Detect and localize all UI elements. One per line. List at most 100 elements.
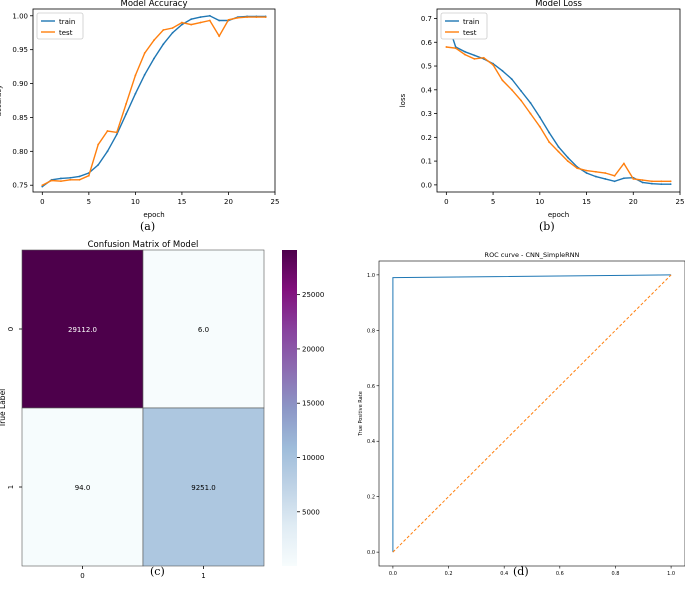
accuracy-chart: Model Accuracy 0 5 10 15 20 25 0.75 0.80 0.85 0.90… [0,0,279,219]
legend-label-test: test [59,29,73,37]
data-point-test [246,16,248,19]
data-point-test [464,53,466,56]
y-tick-label: 0.6 [367,384,375,390]
data-point-test [520,99,523,102]
caption-a: (a) [140,220,156,233]
data-point-test [153,39,155,42]
x-tick-label: 0 [40,198,44,206]
data-point-test [69,178,72,181]
heatmap-cell [21,407,144,567]
data-point-train [208,14,211,17]
data-point-test [199,21,202,24]
data-point-test [162,29,165,31]
data-point-test [208,19,211,22]
data-point-train [594,175,597,178]
y-tick-label: 0.75 [12,182,28,190]
data-point-test [87,174,90,177]
data-point-train [60,177,62,180]
data-point-train [218,19,221,22]
data-point-train [143,73,146,76]
data-point-test [218,35,221,38]
data-point-test [632,178,635,180]
y-tick-label: 0.5 [421,63,432,71]
data-point-test [492,63,494,66]
data-point-test [548,141,551,143]
data-point-train [199,16,202,19]
data-point-train [520,90,523,92]
colorbar-tick-label: 25000 [302,291,324,299]
data-point-test [557,150,560,153]
colorbar-tick-label: 15000 [302,400,324,408]
data-point-test [60,180,62,183]
data-point-train [660,183,663,186]
heatmap-cell [21,249,144,409]
data-point-test [181,21,183,24]
y-tick-label: 0 [7,327,15,331]
y-tick-label: 1.0 [367,273,375,279]
y-tick-label: 0.3 [421,110,432,118]
heatmap-cell [142,407,265,567]
cell-value: 6.0 [198,326,209,334]
data-point-test [264,16,267,19]
x-tick-label: 0.8 [611,571,619,577]
x-tick-label: 10 [131,198,140,206]
caption-c: (c) [150,565,165,578]
data-point-train [538,116,541,119]
data-point-train [153,57,155,60]
x-tick-label: 0.2 [445,571,453,577]
data-point-train [604,178,607,180]
y-tick-label: 0.8 [367,328,375,334]
data-point-test [255,16,258,19]
x-tick-label: 20 [224,198,233,206]
colorbar [282,250,297,566]
data-point-test [594,170,597,173]
colorbar-tick-label: 5000 [302,508,320,516]
y-tick-label: 0.2 [421,134,432,142]
data-point-train [41,185,44,188]
data-point-train [134,92,137,95]
caption-b: (b) [539,220,555,233]
x-axis-label: epoch [143,211,164,219]
data-point-test [651,180,653,183]
data-point-test [613,174,616,177]
loss-chart: Model Loss 0 5 10 15 20 25 0.0 0.1 0.2 0.3 0.4 0.5 0.… [399,0,684,219]
legend-label-train: train [59,18,75,26]
data-point-test [669,180,672,183]
y-tick-label: 0.2 [367,495,375,501]
data-point-train [190,18,193,21]
data-point-train [529,101,532,104]
data-point-train [651,182,653,185]
legend-label-test: test [463,29,477,37]
cell-value: 29112.0 [68,326,97,334]
heatmap-cell [142,249,265,409]
data-point-train [115,133,118,136]
data-point-train [669,183,672,186]
data-point-test [171,27,174,29]
data-point-test [473,58,476,60]
data-point-test [623,162,625,165]
data-point-test [236,16,239,19]
y-tick-label: 0.4 [421,86,433,94]
data-point-train [557,145,560,148]
y-tick-label: 1.00 [12,12,28,20]
series-line-test [41,16,266,186]
plot-frame [436,8,681,193]
data-point-test [529,112,532,115]
cell-value: 94.0 [75,484,91,492]
y-tick-label: 0.0 [421,181,432,189]
data-point-test [576,167,579,170]
colorbar-tick-label: 20000 [302,345,324,353]
x-tick-label: 0 [444,198,448,206]
data-point-train [125,113,127,115]
series-line-train [445,18,671,185]
data-point-train [171,31,174,34]
x-tick-label: 20 [629,198,638,206]
x-tick-label: 0.6 [556,571,564,577]
accuracy-panel: Model Accuracy 0 5 10 15 20 25 0.75 0.80 0.85 0.90… [0,0,300,235]
data-point-train [97,163,100,166]
y-axis-label: loss [399,93,407,107]
x-tick-label: 5 [491,198,495,206]
data-point-test [41,184,44,187]
x-tick-label: 5 [87,198,91,206]
data-point-train [473,54,476,57]
